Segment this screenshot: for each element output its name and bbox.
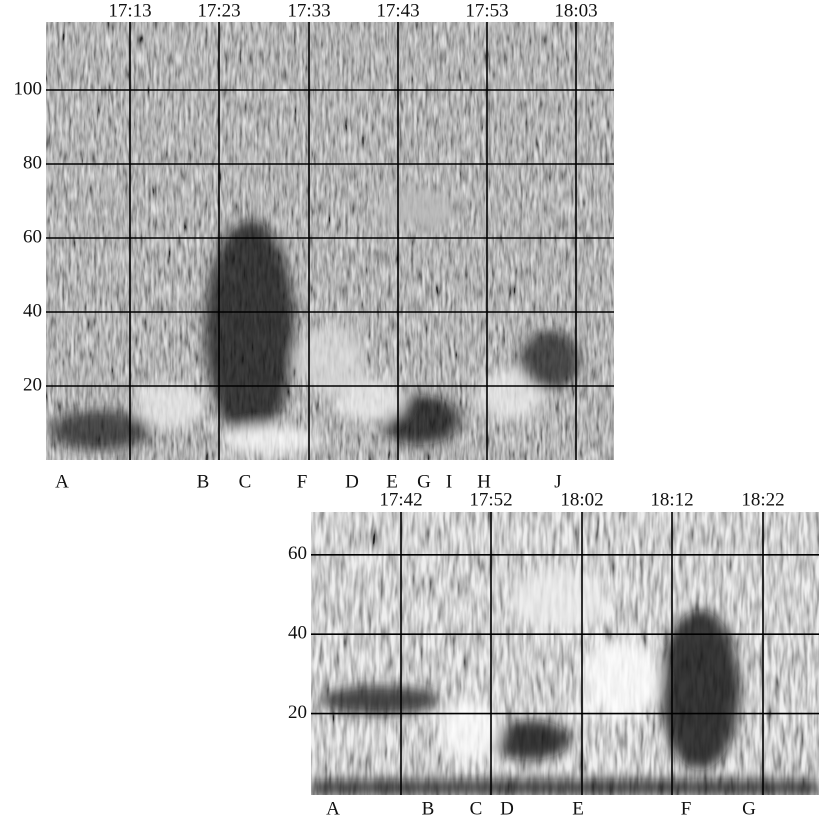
height-label: 60: [288, 543, 307, 564]
height-label: 20: [23, 374, 42, 395]
height-label: 100: [14, 78, 43, 99]
event-label: C: [470, 798, 483, 819]
time-label: 17:53: [465, 0, 508, 21]
time-label: 17:52: [469, 489, 512, 510]
event-label: E: [572, 798, 584, 819]
event-label: H: [477, 471, 491, 492]
overlay: 17:13 17:23 17:33 17:43 17:53 18:03 100 80 60 40 2…: [14, 0, 819, 819]
time-label: 17:13: [108, 0, 151, 21]
time-label: 17:43: [376, 0, 419, 21]
event-label: B: [422, 798, 435, 819]
panel-2-image: [311, 512, 819, 795]
event-label: G: [742, 798, 756, 819]
height-label: 40: [288, 623, 307, 644]
event-label: C: [239, 471, 252, 492]
height-label: 60: [23, 226, 42, 247]
event-label: D: [500, 798, 514, 819]
height-label: 20: [288, 702, 307, 723]
panel-1-image: [46, 22, 614, 460]
event-label: A: [55, 471, 69, 492]
event-label: G: [417, 471, 431, 492]
event-label: B: [197, 471, 210, 492]
time-label: 18:03: [554, 0, 597, 21]
time-label: 17:23: [197, 0, 240, 21]
event-label: E: [386, 471, 398, 492]
time-label: 18:02: [560, 489, 603, 510]
event-label: F: [297, 471, 308, 492]
time-label: 18:12: [650, 489, 693, 510]
event-label: I: [446, 471, 452, 492]
height-label: 40: [23, 300, 42, 321]
event-label: J: [554, 471, 561, 492]
time-label: 17:33: [287, 0, 330, 21]
event-label: F: [681, 798, 692, 819]
time-label: 18:22: [741, 489, 784, 510]
time-label: 17:42: [379, 489, 422, 510]
event-label: A: [326, 798, 340, 819]
event-label: D: [345, 471, 359, 492]
height-label: 80: [23, 152, 42, 173]
